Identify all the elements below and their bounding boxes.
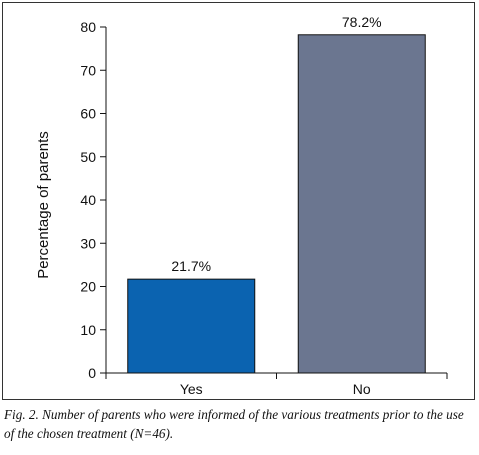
y-tick-label: 70 [80,62,96,78]
y-tick-label: 60 [80,106,96,122]
figure-caption: Fig. 2. Number of parents who were infor… [4,407,464,441]
y-tick-label: 30 [80,235,96,251]
y-axis-label: Percentage of parents [35,131,52,279]
figure-frame: Percentage of parents 0 10 20 30 40 50 60 70 80 … [2,2,475,400]
y-tick-label: 50 [80,149,96,165]
x-tick-label: Yes [180,381,203,397]
y-tick-label: 10 [80,322,96,338]
y-tick-label: 80 [80,19,96,35]
y-tick-label: 40 [80,192,96,208]
data-label: 78.2% [342,14,382,30]
x-tick-label: No [353,381,371,397]
bar-yes [127,278,256,374]
y-axis: 0 10 20 30 40 50 60 70 80 [80,19,107,381]
bars: 21.7% 78.2% [127,14,426,374]
bar-no [297,34,426,374]
y-tick-label: 0 [88,365,96,381]
y-tick-label: 20 [80,279,96,295]
bar-chart: Percentage of parents 01020304050607080 … [35,14,448,397]
data-label: 21.7% [171,258,211,274]
x-axis: Yes No [105,372,448,397]
